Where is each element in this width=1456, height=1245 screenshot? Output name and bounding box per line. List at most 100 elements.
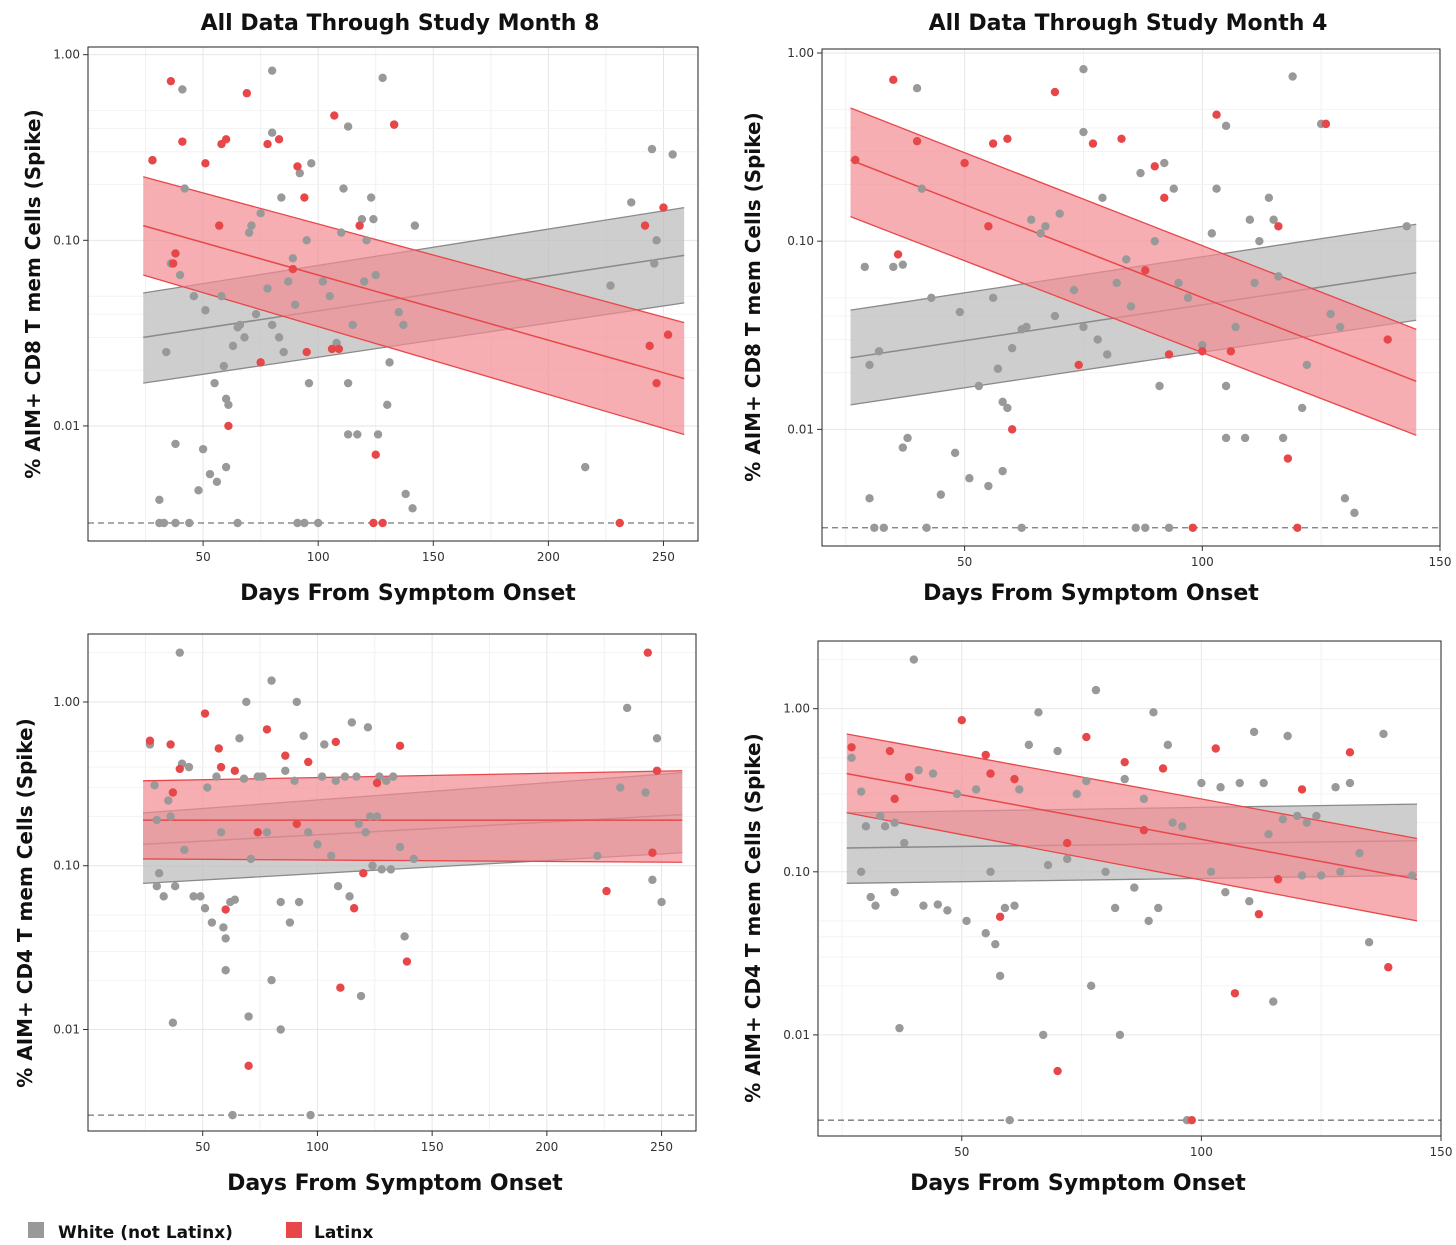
data-point-white [1345,778,1355,788]
data-point-white [627,198,636,207]
data-point-white [258,772,267,781]
data-point-white [203,783,212,792]
data-point-latinx [201,159,210,168]
data-point-latinx [890,794,899,804]
data-point-white [1043,860,1053,870]
data-point-white [285,918,295,927]
data-point-white [974,381,984,391]
data-point-white [889,262,898,272]
data-point-latinx [1164,350,1174,359]
data-point-latinx [1010,774,1019,784]
data-point-white [922,523,931,532]
chart-cd4-month4: 50 100 150 0.01 0.10 1.00 Days From Symptom On… [741,640,1452,1196]
data-point-white [171,518,180,528]
data-point-white [408,504,417,513]
data-point-white [300,518,309,528]
y-axis-label: % AIM+ CD8 T mem Cells (Spike) [741,112,765,482]
data-point-latinx [262,725,272,734]
data-point-white [377,865,386,874]
data-point-white [212,477,222,487]
data-point-latinx [372,778,382,788]
data-point-latinx [244,1061,253,1071]
data-point-white [164,796,173,805]
ci-lower-latinx [846,812,1418,922]
data-point-white [228,341,238,351]
data-point-white [865,360,874,370]
grid [88,634,696,1131]
data-point-white [622,703,632,713]
ci-upper-latinx [143,176,685,324]
x-tick-label: 100 [307,550,330,564]
data-point-white [1110,903,1120,913]
x-tick-label: 200 [537,550,560,564]
data-point-latinx [402,957,412,966]
plot-frame [817,640,1442,1137]
data-point-white [1126,302,1136,311]
data-point-latinx [359,869,368,878]
data-point-white [219,361,229,371]
data-point-white [276,1025,285,1034]
data-point-white [936,490,946,499]
data-point-white [1278,815,1288,824]
data-point-latinx [984,222,993,231]
data-point-latinx [659,203,668,212]
data-point-white [320,740,329,749]
data-point-latinx [1273,875,1283,884]
data-point-white [593,851,602,860]
data-point-white [399,320,408,330]
data-point-white [185,518,194,528]
data-point-white [1216,783,1225,792]
data-point-white [409,854,418,864]
data-point-white [1297,871,1307,880]
data-point-latinx [1345,748,1355,757]
data-point-white [189,892,198,901]
data-point-latinx [1297,785,1307,794]
data-point-white [242,697,251,707]
data-point-latinx [300,193,309,202]
data-point-latinx [1158,764,1168,773]
data-point-latinx [1226,347,1236,356]
data-point-latinx [1188,523,1198,532]
data-point-white [995,971,1005,981]
data-point-latinx [145,736,155,745]
series-latinx [145,648,662,1071]
x-tick-label: 100 [306,1140,329,1154]
data-point-white [343,122,353,131]
data-point-latinx [242,89,252,98]
x-tick-label: 50 [957,555,972,569]
data-point-white [1336,867,1345,876]
data-point-latinx [302,347,311,357]
data-point-latinx [221,135,231,144]
data-point-latinx [1321,119,1331,129]
data-point-white [1274,272,1283,281]
data-point-white [290,776,299,786]
data-point-white [1115,1030,1125,1040]
data-point-white [302,236,311,245]
data-point-latinx [166,76,176,86]
data-point-latinx [336,983,345,992]
data-point-white [369,214,378,224]
data-point-white [313,518,323,528]
data-point-latinx [330,111,339,120]
data-point-white [262,828,272,837]
data-point-white [385,358,394,367]
data-point-white [327,851,336,860]
data-point-latinx [1053,1066,1062,1076]
data-point-white [1168,818,1177,827]
data-point-white [383,400,392,409]
data-point-latinx [851,155,860,165]
data-point-white [1010,901,1019,910]
ci-lower-latinx [850,216,1417,436]
data-point-white [890,887,899,897]
data-point-white [150,781,159,790]
data-point-white [288,254,298,263]
data-point-latinx [663,330,673,339]
data-point-white [331,776,340,786]
data-point-white [318,277,327,286]
data-point-latinx [652,766,662,775]
y-axis-label: % AIM+ CD4 T mem Cells (Spike) [13,718,37,1088]
data-point-white [898,443,908,452]
data-point-white [247,221,256,230]
data-point-white [343,378,353,388]
data-point-latinx [981,750,990,760]
